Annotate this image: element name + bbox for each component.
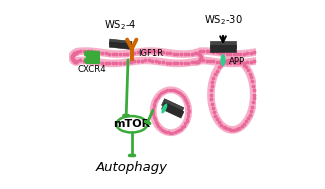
Ellipse shape xyxy=(220,54,226,66)
Text: IGF1R: IGF1R xyxy=(138,49,163,58)
Text: WS$_2$-4: WS$_2$-4 xyxy=(104,19,137,33)
Polygon shape xyxy=(210,41,236,48)
Polygon shape xyxy=(162,99,184,114)
Polygon shape xyxy=(109,42,132,50)
Text: APP: APP xyxy=(229,57,245,66)
Polygon shape xyxy=(109,39,132,47)
Polygon shape xyxy=(210,45,236,52)
Ellipse shape xyxy=(162,104,167,113)
Text: WS$_2$-30: WS$_2$-30 xyxy=(204,13,242,27)
Text: Autophagy: Autophagy xyxy=(96,161,168,174)
Text: CXCR4: CXCR4 xyxy=(77,65,106,74)
Text: mTOR: mTOR xyxy=(113,119,150,129)
Polygon shape xyxy=(162,103,184,118)
Ellipse shape xyxy=(116,116,147,132)
